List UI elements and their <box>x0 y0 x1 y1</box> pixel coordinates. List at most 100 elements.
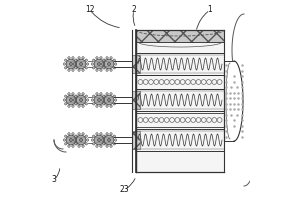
Circle shape <box>64 59 67 61</box>
Circle shape <box>98 99 100 101</box>
Circle shape <box>72 57 74 59</box>
Circle shape <box>91 63 94 65</box>
Circle shape <box>75 103 77 105</box>
Circle shape <box>100 145 102 147</box>
Circle shape <box>110 69 112 71</box>
Circle shape <box>104 59 114 69</box>
Circle shape <box>78 133 80 135</box>
Bar <box>132 131 140 149</box>
Circle shape <box>92 59 95 61</box>
Circle shape <box>106 145 108 147</box>
Circle shape <box>82 145 84 147</box>
Circle shape <box>113 135 116 137</box>
Circle shape <box>72 145 74 147</box>
Bar <box>132 91 140 109</box>
Circle shape <box>110 145 112 147</box>
Circle shape <box>106 105 108 107</box>
Circle shape <box>75 135 77 137</box>
Circle shape <box>106 133 108 135</box>
Circle shape <box>110 57 112 59</box>
Circle shape <box>64 103 67 105</box>
Circle shape <box>103 143 105 145</box>
Circle shape <box>103 135 105 137</box>
Circle shape <box>100 93 102 95</box>
Circle shape <box>85 135 88 137</box>
Circle shape <box>108 139 110 141</box>
Circle shape <box>86 99 89 101</box>
Circle shape <box>82 93 84 95</box>
Circle shape <box>103 103 105 105</box>
Circle shape <box>92 135 95 137</box>
Circle shape <box>114 139 117 141</box>
Circle shape <box>98 139 100 141</box>
Circle shape <box>78 69 80 71</box>
Circle shape <box>113 59 116 61</box>
Circle shape <box>108 99 110 101</box>
Circle shape <box>68 93 70 95</box>
Bar <box>136 30 224 42</box>
Circle shape <box>103 67 105 69</box>
Circle shape <box>82 57 84 59</box>
Circle shape <box>96 105 98 107</box>
Circle shape <box>103 135 105 137</box>
Circle shape <box>103 95 105 97</box>
Circle shape <box>75 59 77 61</box>
Circle shape <box>85 95 88 97</box>
Circle shape <box>85 143 88 145</box>
Circle shape <box>103 67 105 69</box>
Circle shape <box>64 143 67 145</box>
Circle shape <box>64 95 67 97</box>
Circle shape <box>78 93 80 95</box>
Circle shape <box>70 99 72 101</box>
Circle shape <box>104 139 106 141</box>
Circle shape <box>101 99 104 101</box>
Circle shape <box>72 93 74 95</box>
Circle shape <box>75 103 77 105</box>
Circle shape <box>100 69 102 71</box>
Circle shape <box>72 69 74 71</box>
Circle shape <box>96 93 98 95</box>
Circle shape <box>85 103 88 105</box>
Text: 23: 23 <box>119 186 129 194</box>
Circle shape <box>101 63 104 65</box>
Circle shape <box>75 95 77 97</box>
Circle shape <box>103 59 105 61</box>
Circle shape <box>68 57 70 59</box>
Circle shape <box>80 139 82 141</box>
Circle shape <box>108 63 110 65</box>
Circle shape <box>75 143 77 145</box>
Text: 3: 3 <box>52 176 56 184</box>
Circle shape <box>85 67 88 69</box>
Circle shape <box>103 95 105 97</box>
Circle shape <box>63 99 66 101</box>
Circle shape <box>74 139 76 141</box>
Circle shape <box>113 103 116 105</box>
Circle shape <box>76 63 79 65</box>
Circle shape <box>100 133 102 135</box>
Circle shape <box>70 139 72 141</box>
Circle shape <box>76 99 79 101</box>
Circle shape <box>80 63 82 65</box>
Circle shape <box>106 69 108 71</box>
Circle shape <box>75 59 77 61</box>
Circle shape <box>92 95 95 97</box>
Circle shape <box>75 135 77 137</box>
Circle shape <box>92 67 95 69</box>
Circle shape <box>106 93 108 95</box>
Circle shape <box>66 59 76 69</box>
Circle shape <box>78 145 80 147</box>
Circle shape <box>114 63 117 65</box>
Circle shape <box>98 63 100 65</box>
Circle shape <box>86 139 89 141</box>
Circle shape <box>94 95 104 105</box>
Circle shape <box>66 135 76 145</box>
Circle shape <box>94 59 104 69</box>
Circle shape <box>74 99 76 101</box>
Circle shape <box>96 57 98 59</box>
Circle shape <box>100 57 102 59</box>
Circle shape <box>91 139 94 141</box>
Circle shape <box>110 133 112 135</box>
Circle shape <box>104 95 114 105</box>
Circle shape <box>68 133 70 135</box>
Circle shape <box>75 143 77 145</box>
